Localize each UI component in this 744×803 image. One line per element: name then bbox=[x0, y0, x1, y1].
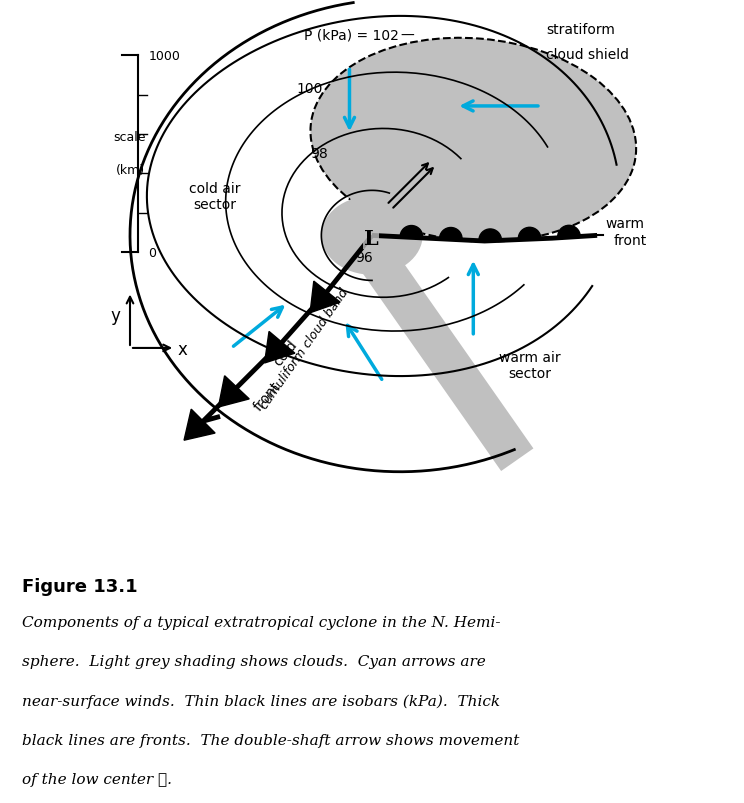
Text: front: front bbox=[251, 379, 283, 414]
Text: of the low center ℒ.: of the low center ℒ. bbox=[22, 772, 173, 786]
Text: 1000: 1000 bbox=[149, 50, 181, 63]
Text: cloud shield: cloud shield bbox=[547, 48, 629, 62]
Wedge shape bbox=[519, 228, 541, 239]
Wedge shape bbox=[400, 226, 423, 238]
Text: warm: warm bbox=[606, 217, 644, 230]
Text: front: front bbox=[614, 234, 647, 247]
Wedge shape bbox=[558, 226, 580, 237]
Text: stratiform: stratiform bbox=[547, 22, 615, 37]
Text: (km): (km) bbox=[115, 165, 144, 177]
Text: cold: cold bbox=[271, 337, 300, 369]
Polygon shape bbox=[184, 410, 215, 441]
Text: cumuliform cloud band: cumuliform cloud band bbox=[258, 286, 351, 411]
Text: 98: 98 bbox=[310, 146, 328, 161]
Text: —: — bbox=[400, 28, 414, 43]
Text: sphere.  Light grey shading shows clouds.  Cyan arrows are: sphere. Light grey shading shows clouds.… bbox=[22, 654, 486, 668]
Text: Figure 13.1: Figure 13.1 bbox=[22, 577, 138, 595]
Text: P (kPa) = 102: P (kPa) = 102 bbox=[304, 28, 400, 43]
Wedge shape bbox=[479, 230, 501, 241]
Wedge shape bbox=[440, 228, 462, 239]
Ellipse shape bbox=[349, 146, 429, 236]
Text: 96: 96 bbox=[355, 251, 373, 264]
Polygon shape bbox=[310, 282, 340, 313]
Polygon shape bbox=[219, 377, 249, 407]
Text: near-surface winds.  Thin black lines are isobars (kPa).  Thick: near-surface winds. Thin black lines are… bbox=[22, 694, 501, 708]
Text: 100: 100 bbox=[296, 82, 322, 96]
Text: L: L bbox=[364, 229, 378, 248]
Text: y: y bbox=[110, 307, 121, 324]
Text: Components of a typical extratropical cyclone in the N. Hemi-: Components of a typical extratropical cy… bbox=[22, 615, 501, 629]
Text: 0: 0 bbox=[149, 247, 156, 259]
Text: x: x bbox=[178, 340, 187, 358]
Ellipse shape bbox=[321, 197, 423, 275]
Text: black lines are fronts.  The double-shaft arrow shows movement: black lines are fronts. The double-shaft… bbox=[22, 733, 520, 747]
Polygon shape bbox=[356, 242, 533, 471]
Text: cold air
sector: cold air sector bbox=[189, 181, 240, 212]
Text: scale: scale bbox=[114, 131, 147, 144]
Text: warm air
sector: warm air sector bbox=[498, 350, 560, 381]
Polygon shape bbox=[265, 332, 295, 364]
Ellipse shape bbox=[310, 39, 636, 243]
